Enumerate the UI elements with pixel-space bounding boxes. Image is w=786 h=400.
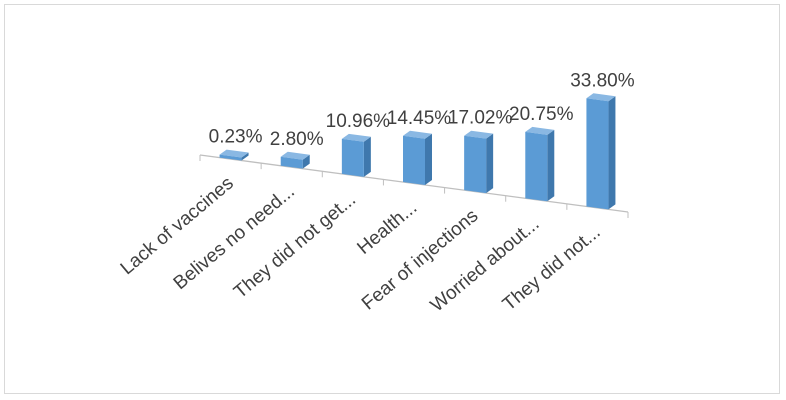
bar-top [280,151,310,160]
bar [341,138,364,177]
bar-top [586,93,616,102]
bar-top [403,130,432,139]
bar [586,98,609,210]
data-label: 33.80% [570,70,635,91]
x-tick-label: Belives no need... [170,181,299,294]
bar-side [608,96,616,210]
data-label: 2.80% [270,129,324,150]
bar-top [219,149,249,158]
bar-side [302,154,310,169]
bar-side [547,129,555,202]
bar [280,156,303,169]
bar-top [464,130,494,139]
x-tick-label: Fear of injections [358,205,482,314]
bar-side [486,133,494,194]
bar [403,135,425,185]
bar-side [241,152,249,161]
x-tick-label: They did not get... [230,189,360,303]
chart-area [4,4,780,394]
bar [464,135,487,194]
bar [219,154,242,161]
data-label: 0.23% [209,127,263,148]
bar-top [525,126,555,135]
data-label: 10.96% [326,111,391,132]
x-tick-label: Health... [354,197,422,259]
bar-side [425,133,432,185]
data-label: 20.75% [509,104,574,125]
bar [525,131,548,202]
data-label: 14.45% [387,108,452,129]
bar-top [341,133,371,142]
data-label: 17.02% [448,108,513,129]
bar-side [363,136,371,177]
